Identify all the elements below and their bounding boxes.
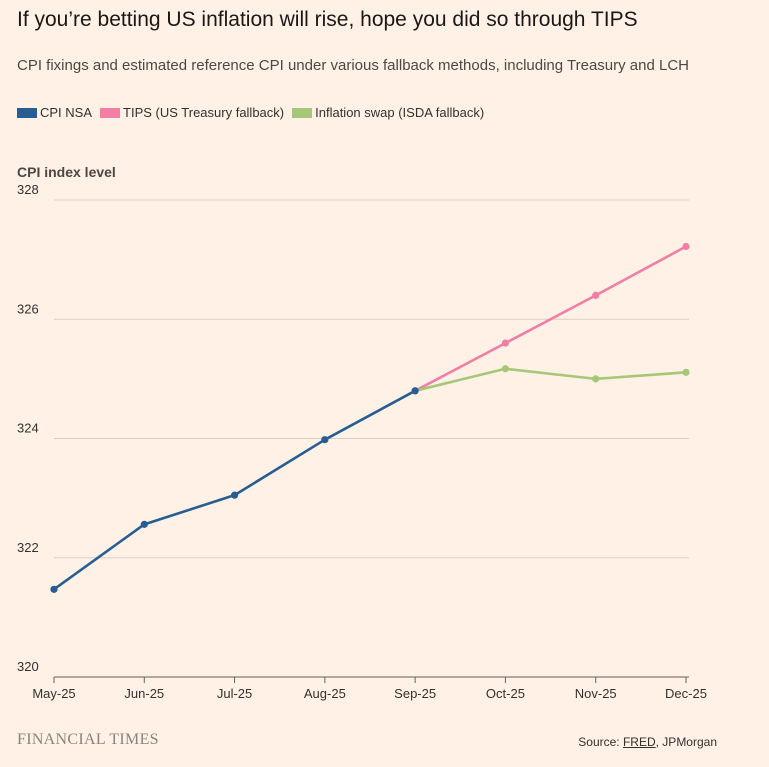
x-tick-label-Nov-25: Nov-25 [575, 686, 617, 701]
y-tick-label-320: 320 [17, 659, 39, 674]
legend-label-cpi: CPI NSA [40, 105, 93, 120]
data-point-s0-Sep-25 [411, 387, 419, 395]
legend-swatch-tips [100, 107, 121, 118]
legend-swatch-cpi [17, 107, 37, 118]
data-point-s0-May-25 [50, 585, 58, 593]
series-line-2 [413, 367, 688, 393]
x-tick-label-Oct-25: Oct-25 [486, 686, 525, 701]
y-tick-label-328: 328 [17, 182, 39, 197]
y-tick-label-322: 322 [17, 540, 39, 555]
legend-item-tips: TIPS (US Treasury fallback) [100, 105, 284, 120]
legend-item-cpi: CPI NSA [17, 105, 92, 120]
y-axis-label: CPI index level [17, 164, 116, 180]
source-suffix: , JPMorgan [655, 735, 717, 749]
legend-label-tips: TIPS (US Treasury fallback) [123, 105, 285, 120]
chart-title: If you’re betting US inflation will rise… [17, 8, 638, 31]
legend-swatch-swap [292, 107, 313, 118]
legend-item-swap: Inflation swap (ISDA fallback) [292, 105, 484, 120]
ft-logo: FINANCIAL TIMES [17, 731, 159, 748]
x-tick-label-Sep-25: Sep-25 [394, 686, 436, 701]
x-tick-label-Jun-25: Jun-25 [124, 686, 164, 701]
x-tick-label-Jul-25: Jul-25 [217, 686, 252, 701]
data-point-s2-Oct-25 [501, 365, 510, 373]
data-point-s0-Jul-25 [230, 491, 239, 499]
y-tick-label-324: 324 [17, 421, 39, 436]
data-point-s1-Nov-25 [592, 291, 600, 299]
x-tick-label-May-25: May-25 [32, 686, 75, 701]
data-point-s1-Oct-25 [501, 339, 510, 347]
x-tick-label-Aug-25: Aug-25 [304, 686, 346, 701]
x-tick-label-Dec-25: Dec-25 [665, 686, 707, 701]
data-point-s2-Dec-25 [682, 368, 690, 376]
data-point-s0-Aug-25 [321, 436, 329, 444]
series-line-1 [413, 245, 688, 393]
y-tick-label-326: 326 [17, 301, 39, 316]
source-prefix: Source: [578, 735, 623, 749]
chart-subtitle: CPI fixings and estimated reference CPI … [17, 57, 690, 74]
series-line-0 [52, 389, 417, 591]
source-note: Source: FRED, JPMorgan [578, 735, 717, 749]
data-point-s1-Dec-25 [682, 242, 690, 251]
data-point-s2-Nov-25 [592, 375, 600, 383]
legend-label-swap: Inflation swap (ISDA fallback) [315, 105, 485, 120]
data-point-s0-Jun-25 [140, 520, 148, 528]
source-link-fred[interactable]: FRED [622, 735, 656, 749]
legend: CPI NSA TIPS (US Treasury fallback) Infl… [17, 105, 492, 120]
